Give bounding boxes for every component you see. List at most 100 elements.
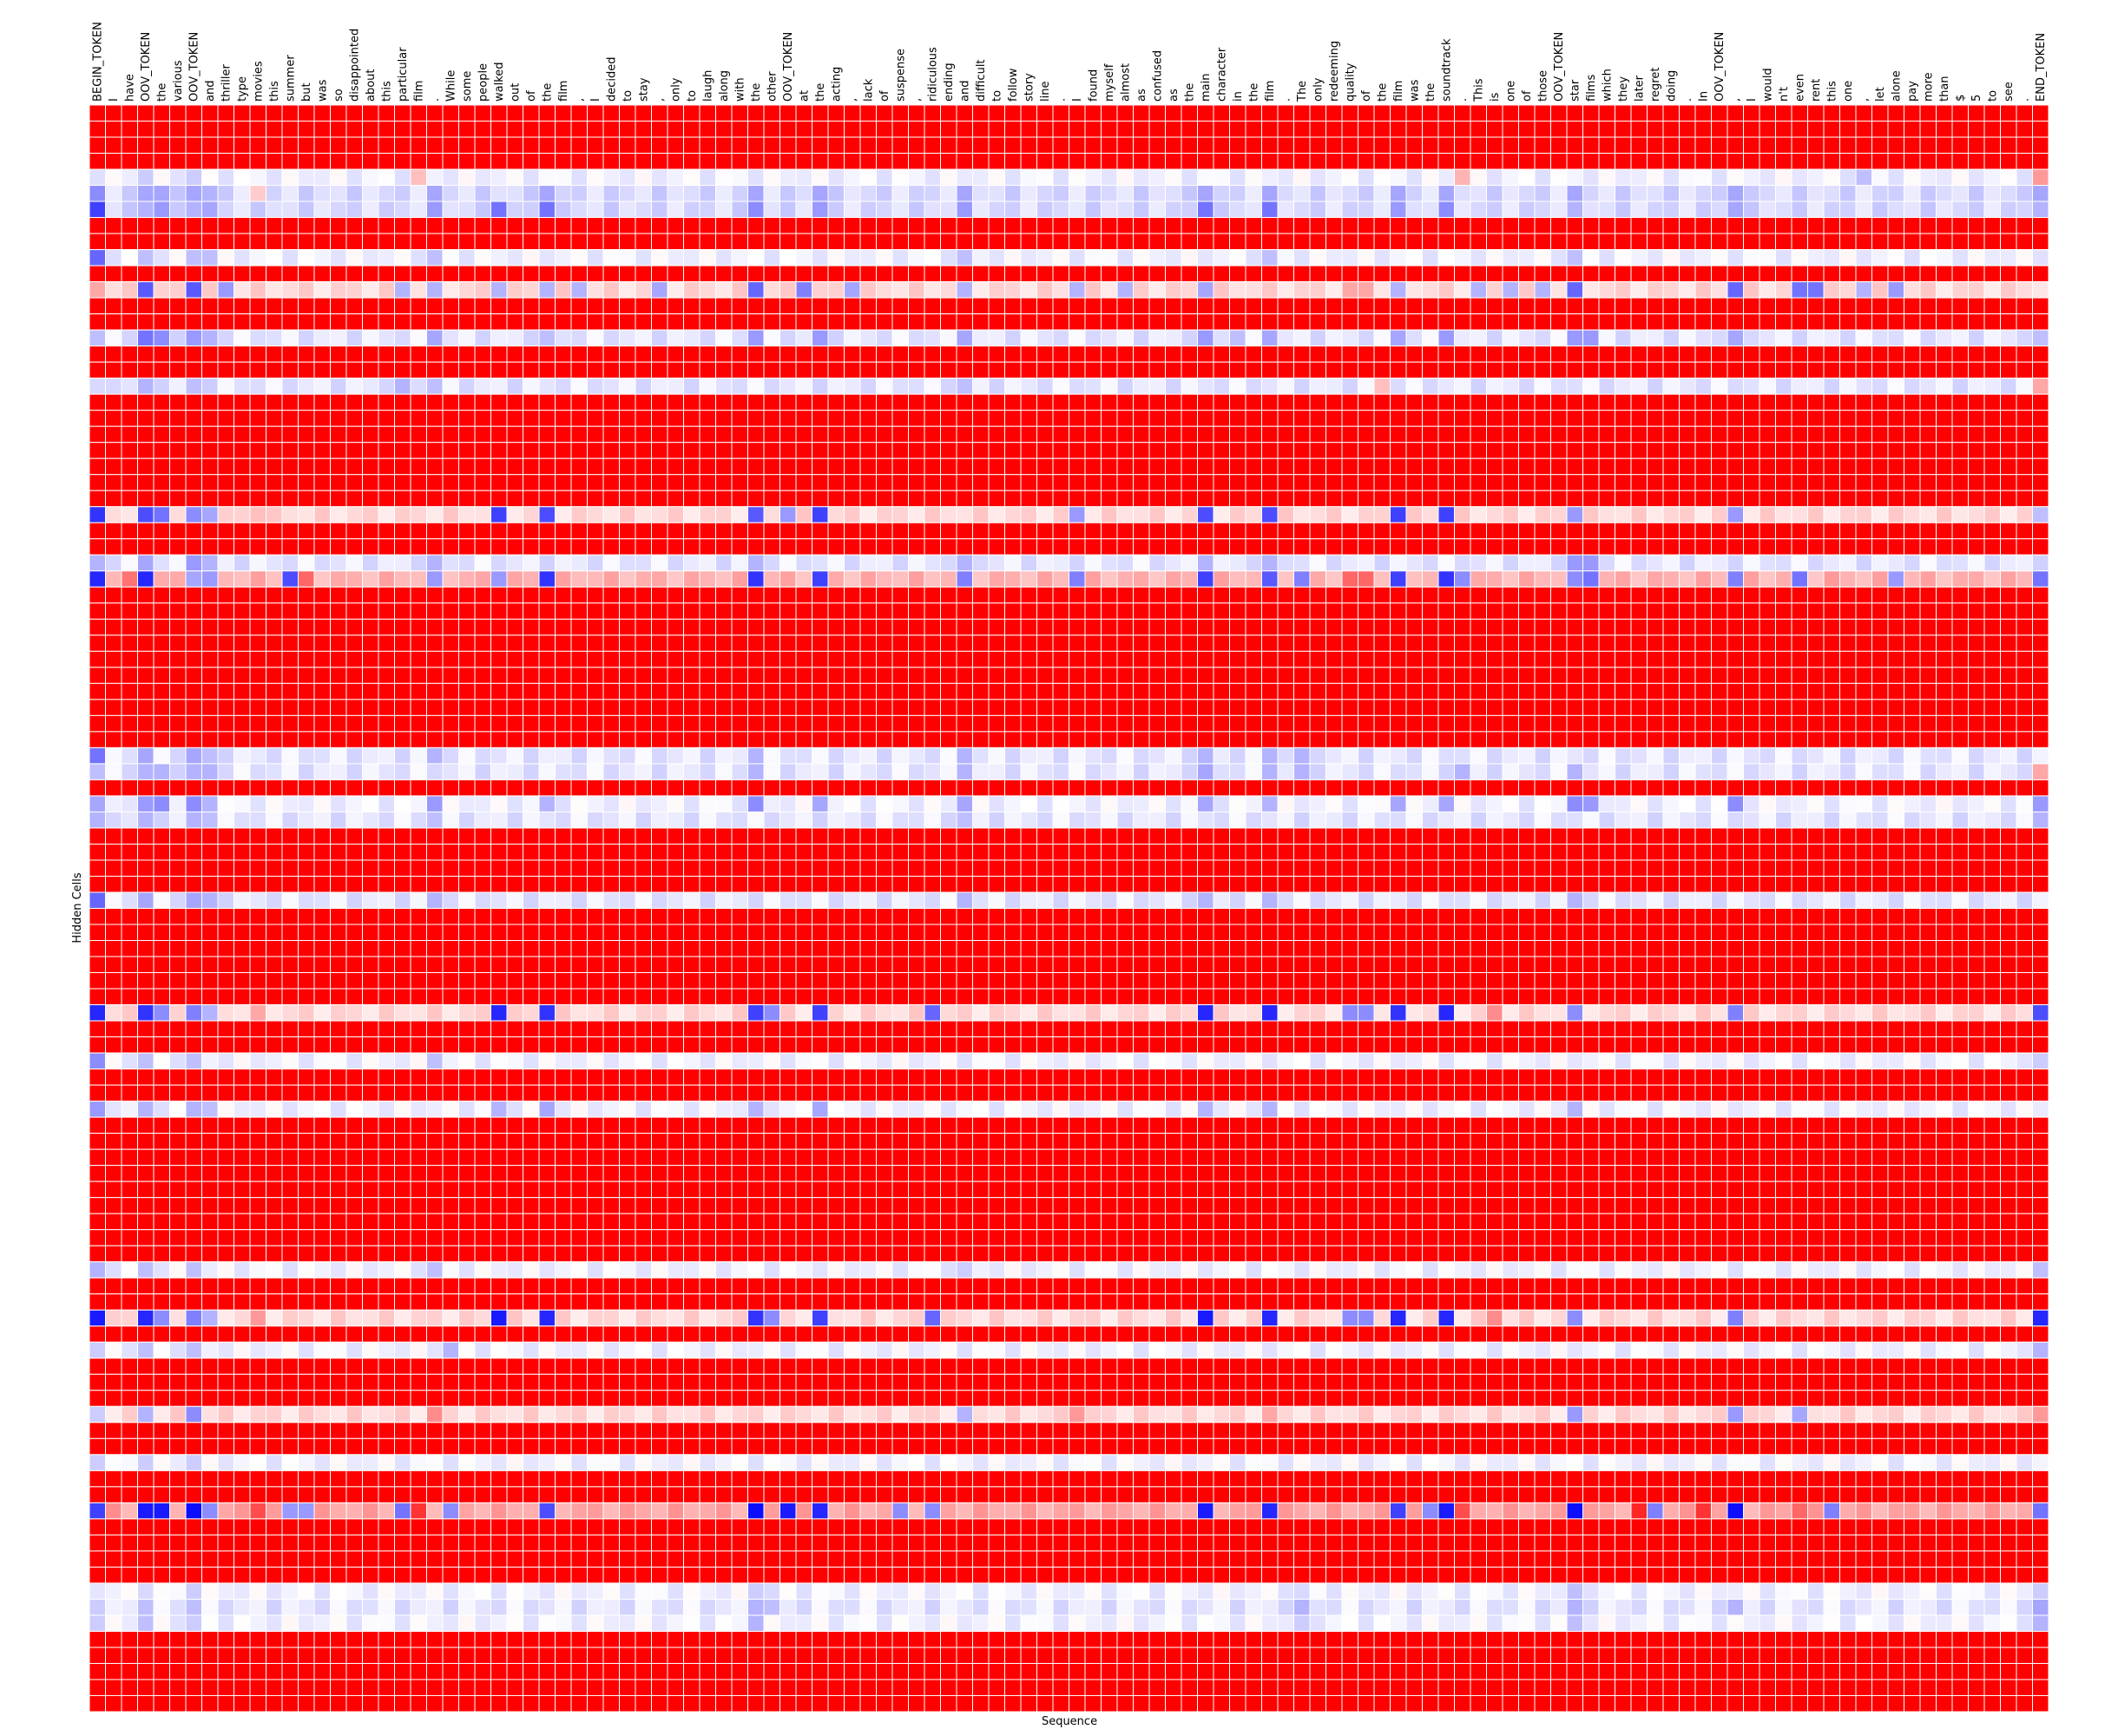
heatmap-cell <box>89 105 106 122</box>
heatmap-cell <box>1246 314 1262 331</box>
heatmap-cell <box>122 394 138 411</box>
heatmap-cell <box>1005 700 1022 716</box>
heatmap-cell <box>764 314 780 331</box>
heatmap-cell <box>1984 250 2001 266</box>
heatmap-cell <box>186 154 202 170</box>
heatmap-cell <box>1102 635 1118 652</box>
heatmap-cell <box>1680 571 1696 588</box>
heatmap-cell <box>314 507 331 523</box>
heatmap-cell <box>1680 587 1696 603</box>
heatmap-cell <box>539 458 556 475</box>
heatmap-cell <box>1567 266 1583 282</box>
heatmap-cell <box>1423 394 1439 411</box>
heatmap-cell <box>1760 378 1776 395</box>
heatmap-cell <box>1615 105 1632 122</box>
heatmap-cell <box>1631 507 1648 523</box>
heatmap-cell <box>363 587 379 603</box>
heatmap-cell <box>1342 362 1358 378</box>
heatmap-cell <box>443 683 459 700</box>
heatmap-cell <box>459 619 476 635</box>
heatmap-cell <box>1262 603 1279 620</box>
heatmap-cell <box>1166 635 1182 652</box>
heatmap-cell <box>1984 330 2001 346</box>
heatmap-cell <box>1037 122 1054 138</box>
heatmap-cell <box>732 346 748 363</box>
heatmap-cell <box>1631 169 1648 186</box>
heatmap-cell <box>1310 346 1326 363</box>
heatmap-cell <box>635 443 652 459</box>
heatmap-cell <box>1888 732 1904 748</box>
heatmap-cell <box>1599 201 1615 218</box>
heatmap-cell <box>346 201 363 218</box>
heatmap-cell <box>1230 587 1246 603</box>
heatmap-cell <box>1021 218 1037 234</box>
heatmap-cell <box>170 747 187 764</box>
heatmap-cell <box>491 651 508 667</box>
heatmap-cell <box>507 747 523 764</box>
heatmap-cell <box>507 314 523 331</box>
heatmap-cell <box>427 233 444 250</box>
heatmap-cell <box>1134 282 1150 299</box>
heatmap-cell <box>1181 587 1198 603</box>
heatmap-cell <box>1134 137 1150 154</box>
heatmap-cell <box>1053 635 1069 652</box>
heatmap-cell <box>459 362 476 378</box>
heatmap-cell <box>186 603 202 620</box>
heatmap-cell <box>1102 587 1118 603</box>
heatmap-cell <box>1904 715 1921 732</box>
heatmap-cell <box>138 218 155 234</box>
heatmap-cell <box>1567 458 1583 475</box>
heatmap-cell <box>1824 105 1840 122</box>
heatmap-cell <box>491 137 508 154</box>
heatmap-cell <box>1969 539 1985 556</box>
heatmap-cell <box>1455 314 1471 331</box>
heatmap-cell <box>620 490 636 507</box>
heatmap-cell <box>1278 154 1294 170</box>
heatmap-cell <box>652 330 668 346</box>
heatmap-cell <box>1567 362 1583 378</box>
heatmap-cell <box>812 314 829 331</box>
heatmap-cell <box>89 250 106 266</box>
heatmap-cell <box>170 571 187 588</box>
heatmap-cell <box>1085 314 1102 331</box>
heatmap-cell <box>845 651 861 667</box>
heatmap-cell <box>1824 378 1840 395</box>
heatmap-cell <box>2033 233 2049 250</box>
heatmap-cell <box>571 314 588 331</box>
heatmap-cell <box>1904 411 1921 427</box>
heatmap-cell <box>106 539 122 556</box>
heatmap-cell <box>860 186 877 202</box>
heatmap-cell <box>700 346 716 363</box>
heatmap-cell <box>1904 250 1921 266</box>
heatmap-cell <box>411 458 427 475</box>
heatmap-cell <box>1648 426 1664 443</box>
heatmap-cell <box>684 667 701 684</box>
heatmap-cell <box>732 619 748 635</box>
heatmap-cell <box>1455 443 1471 459</box>
heatmap-cell <box>1069 507 1086 523</box>
heatmap-cell <box>1824 700 1840 716</box>
heatmap-cell <box>507 346 523 363</box>
heatmap-cell <box>684 330 701 346</box>
heatmap-cell <box>266 443 283 459</box>
heatmap-cell <box>250 683 266 700</box>
heatmap-cell <box>1374 330 1391 346</box>
heatmap-cell <box>1663 619 1680 635</box>
heatmap-cell <box>170 523 187 539</box>
heatmap-cell <box>1310 747 1326 764</box>
heatmap-cell <box>684 603 701 620</box>
heatmap-cell <box>1503 169 1519 186</box>
heatmap-cell <box>250 330 266 346</box>
heatmap-cell <box>89 394 106 411</box>
heatmap-cell <box>234 700 251 716</box>
heatmap-cell <box>603 186 620 202</box>
heatmap-cell <box>1181 362 1198 378</box>
heatmap-cell <box>443 523 459 539</box>
heatmap-cell <box>346 298 363 314</box>
heatmap-cell <box>411 218 427 234</box>
heatmap-cell <box>475 603 491 620</box>
heatmap-cell <box>1438 523 1455 539</box>
heatmap-cell <box>186 635 202 652</box>
heatmap-cell <box>635 154 652 170</box>
heatmap-cell <box>1840 747 1857 764</box>
